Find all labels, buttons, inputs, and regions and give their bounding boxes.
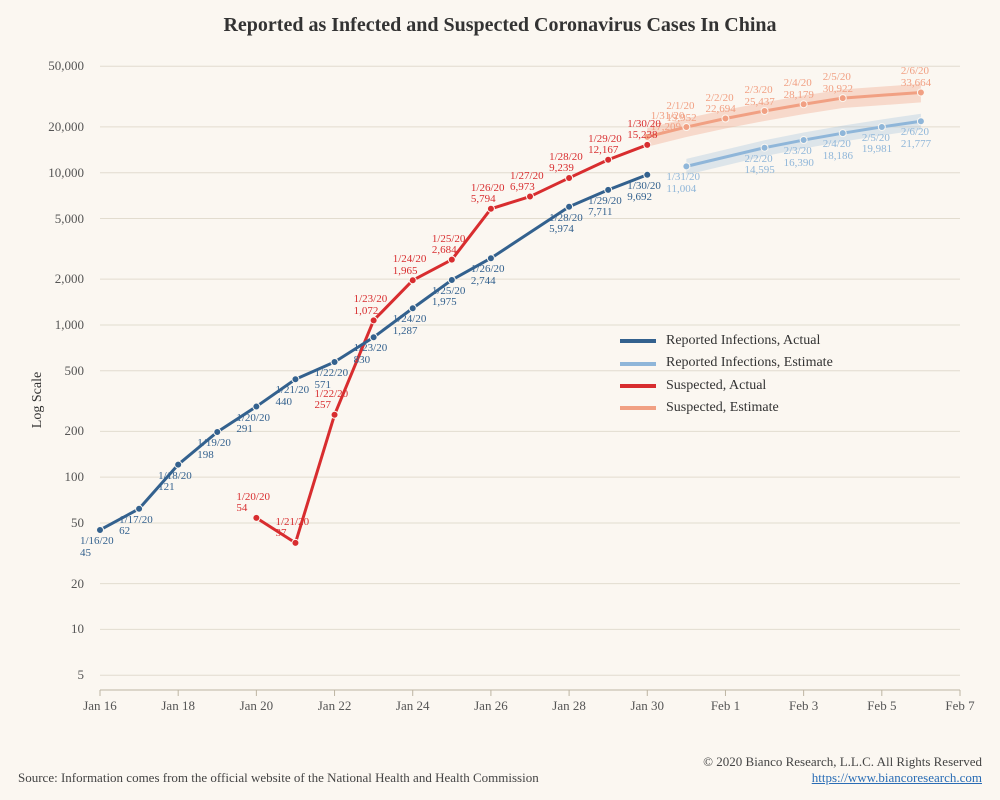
legend-swatch: [620, 362, 656, 366]
x-tick-label: Jan 30: [630, 698, 664, 714]
y-tick-label: 200: [24, 423, 84, 439]
x-tick-label: Feb 1: [711, 698, 740, 714]
y-tick-label: 2,000: [24, 271, 84, 287]
legend-label: Suspected, Estimate: [666, 397, 779, 419]
legend-item: Suspected, Actual: [620, 375, 833, 397]
legend-label: Suspected, Actual: [666, 375, 766, 397]
copyright-text: © 2020 Bianco Research, L.L.C. All Right…: [703, 754, 982, 769]
legend-item: Reported Infections, Actual: [620, 330, 833, 352]
x-tick-label: Jan 16: [83, 698, 117, 714]
plot-area: [90, 50, 970, 730]
series-reported_actual: [97, 171, 651, 533]
y-tick-label: 5,000: [24, 211, 84, 227]
y-tick-label: 1,000: [24, 317, 84, 333]
x-tick-label: Jan 22: [318, 698, 352, 714]
legend-swatch: [620, 406, 656, 410]
chart-title: Reported as Infected and Suspected Coron…: [0, 14, 1000, 37]
y-tick-label: 50,000: [24, 58, 84, 74]
legend-label: Reported Infections, Actual: [666, 330, 820, 352]
x-tick-label: Feb 7: [945, 698, 974, 714]
y-tick-label: 20,000: [24, 119, 84, 135]
y-axis-label: Log Scale: [30, 372, 46, 428]
y-tick-label: 20: [24, 576, 84, 592]
x-tick-label: Feb 3: [789, 698, 818, 714]
y-tick-label: 5: [24, 667, 84, 683]
x-tick-label: Jan 26: [474, 698, 508, 714]
source-link[interactable]: https://www.biancoresearch.com: [812, 770, 982, 785]
x-tick-label: Jan 20: [240, 698, 274, 714]
legend-swatch: [620, 384, 656, 388]
x-tick-label: Jan 28: [552, 698, 586, 714]
source-text: Source: Information comes from the offic…: [18, 770, 539, 786]
y-tick-label: 10,000: [24, 165, 84, 181]
legend: Reported Infections, ActualReported Infe…: [620, 330, 833, 420]
legend-swatch: [620, 339, 656, 343]
x-tick-label: Jan 24: [396, 698, 430, 714]
x-tick-label: Feb 5: [867, 698, 896, 714]
x-tick-label: Jan 18: [161, 698, 195, 714]
copyright-block: © 2020 Bianco Research, L.L.C. All Right…: [703, 754, 982, 786]
chart-container: Reported as Infected and Suspected Coron…: [0, 0, 1000, 800]
legend-label: Reported Infections, Estimate: [666, 352, 833, 374]
series-suspected_actual: [253, 141, 651, 546]
legend-item: Suspected, Estimate: [620, 397, 833, 419]
y-tick-label: 100: [24, 469, 84, 485]
legend-item: Reported Infections, Estimate: [620, 352, 833, 374]
y-tick-label: 50: [24, 515, 84, 531]
y-tick-label: 10: [24, 621, 84, 637]
y-tick-label: 500: [24, 363, 84, 379]
